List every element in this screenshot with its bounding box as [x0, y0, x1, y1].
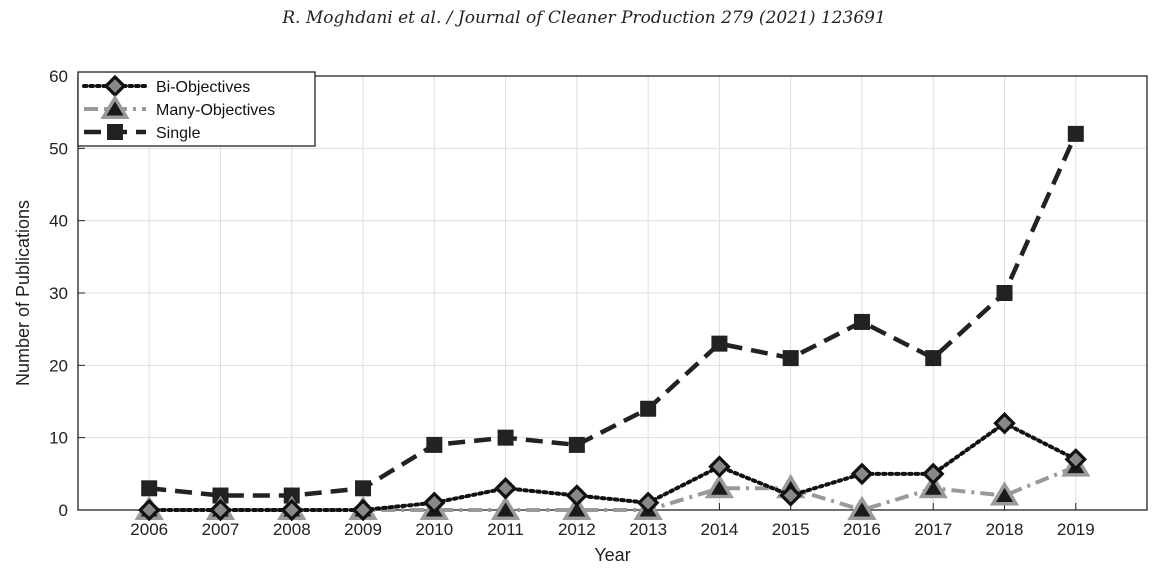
data-point-marker	[711, 335, 728, 352]
legend-label: Single	[156, 125, 201, 142]
journal-citation-header: R. Moghdani et al. / Journal of Cleaner …	[282, 8, 886, 28]
data-point-marker	[562, 495, 592, 520]
x-tick-label: 2008	[273, 520, 311, 539]
legend-label: Bi-Objectives	[156, 79, 250, 96]
data-point-marker	[280, 498, 304, 522]
data-point-marker	[141, 480, 158, 497]
data-point-marker	[209, 498, 232, 522]
y-axis-title: Number of Publications	[13, 200, 33, 386]
data-point-marker	[996, 285, 1013, 301]
series-layer	[134, 125, 1091, 522]
data-point-marker	[847, 495, 877, 520]
legend-item: Single	[84, 124, 201, 142]
y-tick-label: 50	[49, 139, 68, 158]
x-tick-label: 2014	[701, 520, 739, 539]
x-tick-label: 2019	[1057, 520, 1095, 539]
data-point-marker	[640, 400, 657, 417]
data-point-marker	[351, 498, 375, 522]
x-tick-label: 2015	[772, 520, 810, 539]
data-point-marker	[918, 473, 948, 499]
data-point-marker	[925, 350, 942, 367]
data-point-marker	[1064, 448, 1088, 471]
y-axis-ticks: 0 10 20 30 40 50 60	[49, 67, 85, 520]
y-tick-label: 0	[59, 501, 68, 520]
data-point-marker	[283, 487, 300, 504]
x-tick-label: 2009	[344, 520, 382, 539]
legend-label: Many-Objectives	[156, 102, 275, 119]
legend: Bi-Objectives Many-Objectives Single	[77, 71, 316, 147]
data-point-marker	[426, 436, 443, 453]
x-tick-label: 2018	[986, 520, 1024, 539]
data-point-marker	[636, 491, 660, 515]
data-point-marker	[853, 313, 870, 330]
legend-marker	[107, 124, 123, 140]
series-line	[148, 132, 1078, 498]
y-tick-label: 60	[49, 67, 68, 86]
x-axis-ticks: 2006 2007 2008 2009 2010 2011 2012 2013 2014 2015…	[130, 503, 1095, 539]
data-point-marker	[989, 481, 1020, 506]
data-point-marker	[565, 484, 589, 507]
data-point-marker	[494, 477, 517, 500]
data-point-marker	[355, 480, 372, 497]
data-point-marker	[704, 473, 735, 499]
y-tick-label: 10	[49, 429, 68, 448]
x-tick-label: 2011	[487, 520, 524, 539]
x-tick-label: 2012	[558, 520, 596, 539]
x-tick-label: 2010	[415, 520, 453, 539]
x-tick-label: 2016	[843, 520, 881, 539]
data-point-marker	[568, 436, 585, 453]
data-point-marker	[921, 462, 945, 486]
data-point-marker	[1067, 125, 1084, 142]
x-tick-label: 2007	[202, 520, 240, 539]
data-point-marker	[497, 429, 514, 446]
x-tick-label: 2006	[130, 520, 168, 539]
y-tick-label: 20	[49, 356, 68, 375]
y-tick-label: 40	[49, 212, 68, 231]
x-tick-label: 2013	[629, 520, 667, 539]
data-point-marker	[993, 411, 1016, 435]
y-tick-label: 30	[49, 284, 68, 303]
series-bi-objectives	[137, 411, 1088, 522]
legend-item: Bi-Objectives	[82, 74, 250, 98]
legend-marker	[100, 94, 130, 119]
data-point-marker	[490, 495, 521, 520]
x-tick-label: 2017	[914, 520, 952, 539]
data-point-marker	[708, 455, 731, 478]
data-point-marker	[423, 491, 446, 515]
data-point-marker	[212, 487, 229, 504]
x-axis-title: Year	[594, 545, 630, 565]
legend-item: Many-Objectives	[84, 94, 275, 119]
data-point-marker	[779, 484, 802, 507]
data-point-marker	[850, 462, 874, 486]
data-point-marker	[137, 498, 161, 522]
series-line	[147, 421, 1078, 512]
data-point-marker	[782, 350, 799, 367]
series-single	[141, 125, 1084, 504]
